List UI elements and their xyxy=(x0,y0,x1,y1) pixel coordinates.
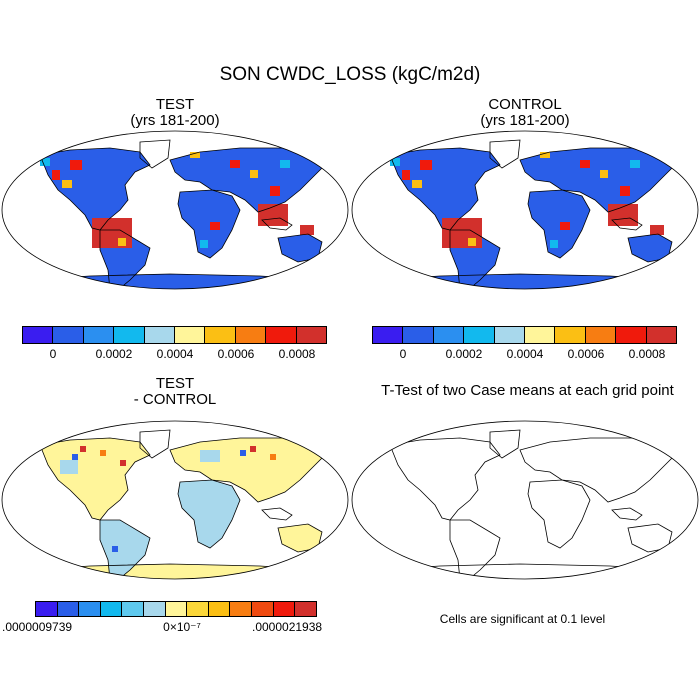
test-tick-0: 0 xyxy=(49,347,57,361)
control-colorbar-swatch-2 xyxy=(433,327,465,343)
control-colorbar-swatch-5 xyxy=(525,327,556,343)
control-tick-3: 0.0006 xyxy=(567,347,605,361)
diff-colorbar-swatch-8 xyxy=(208,602,231,616)
diff-colorbar-swatch-10 xyxy=(252,602,274,616)
diff-colorbar-swatch-4 xyxy=(122,602,145,616)
diff-colorbar-swatch-6 xyxy=(165,602,188,616)
ttest-map xyxy=(351,420,699,580)
control-tick-4: 0.0008 xyxy=(628,347,666,361)
control-colorbar-swatch-3 xyxy=(464,327,495,343)
test-colorbar-swatch-4 xyxy=(144,327,176,343)
control-colorbar-swatch-7 xyxy=(585,327,617,343)
test-colorbar-swatch-7 xyxy=(235,327,267,343)
test-colorbar-swatch-1 xyxy=(53,327,84,343)
test-colorbar-swatch-0 xyxy=(23,327,54,343)
control-title: CONTROL xyxy=(488,96,562,113)
control-colorbar xyxy=(372,326,677,344)
diff-panel-title: TEST - CONTROL xyxy=(75,376,275,408)
test-colorbar-swatch-9 xyxy=(296,327,327,343)
test-colorbar-swatch-6 xyxy=(205,327,236,343)
test-tick-2: 0.0004 xyxy=(156,347,194,361)
diff-colorbar xyxy=(35,601,317,617)
control-colorbar-swatch-6 xyxy=(555,327,586,343)
test-title: TEST xyxy=(155,96,195,113)
diff-tick-max: .0000021938 xyxy=(252,620,323,634)
diff-colorbar-swatch-12 xyxy=(295,602,316,616)
test-colorbar-swatch-2 xyxy=(83,327,115,343)
control-subtitle: (yrs 181-200) xyxy=(480,112,570,129)
diff-colorbar-swatch-2 xyxy=(79,602,101,616)
diff-subtitle: - CONTROL xyxy=(133,391,217,408)
test-map xyxy=(1,130,349,290)
diff-colorbar-swatch-1 xyxy=(57,602,80,616)
control-tick-2: 0.0004 xyxy=(506,347,544,361)
diff-colorbar-swatch-3 xyxy=(100,602,123,616)
test-tick-1: 0.0002 xyxy=(95,347,133,361)
test-tick-4: 0.0008 xyxy=(278,347,316,361)
diff-colorbar-swatch-5 xyxy=(144,602,166,616)
test-panel-title: TEST (yrs 181-200) xyxy=(75,97,275,129)
test-colorbar-swatch-5 xyxy=(175,327,206,343)
test-tick-3: 0.0006 xyxy=(217,347,255,361)
diff-colorbar-swatch-9 xyxy=(230,602,253,616)
control-colorbar-swatch-1 xyxy=(403,327,434,343)
ttest-note: Cells are significant at 0.1 level xyxy=(439,612,606,626)
test-colorbar xyxy=(22,326,327,344)
test-colorbar-swatch-8 xyxy=(266,327,297,343)
ttest-panel-title: T-Test of two Case means at each grid po… xyxy=(381,382,674,399)
test-subtitle: (yrs 181-200) xyxy=(130,112,220,129)
diff-map xyxy=(1,420,349,580)
diff-tick-min: .0000009739 xyxy=(2,620,73,634)
control-colorbar-swatch-0 xyxy=(373,327,404,343)
diff-colorbar-swatch-11 xyxy=(273,602,296,616)
control-tick-1: 0.0002 xyxy=(445,347,483,361)
control-panel-title: CONTROL (yrs 181-200) xyxy=(425,97,625,129)
control-map xyxy=(351,130,699,290)
diff-colorbar-swatch-7 xyxy=(187,602,209,616)
control-colorbar-swatch-8 xyxy=(616,327,647,343)
figure-title: SON CWDC_LOSS (kgC/m2d) xyxy=(219,64,481,85)
diff-title: TEST xyxy=(155,375,195,392)
diff-colorbar-swatch-0 xyxy=(36,602,58,616)
control-colorbar-swatch-9 xyxy=(646,327,677,343)
control-colorbar-swatch-4 xyxy=(494,327,526,343)
diff-tick-mid: 0×10⁻⁷ xyxy=(163,620,201,634)
test-colorbar-swatch-3 xyxy=(114,327,145,343)
control-tick-0: 0 xyxy=(399,347,407,361)
